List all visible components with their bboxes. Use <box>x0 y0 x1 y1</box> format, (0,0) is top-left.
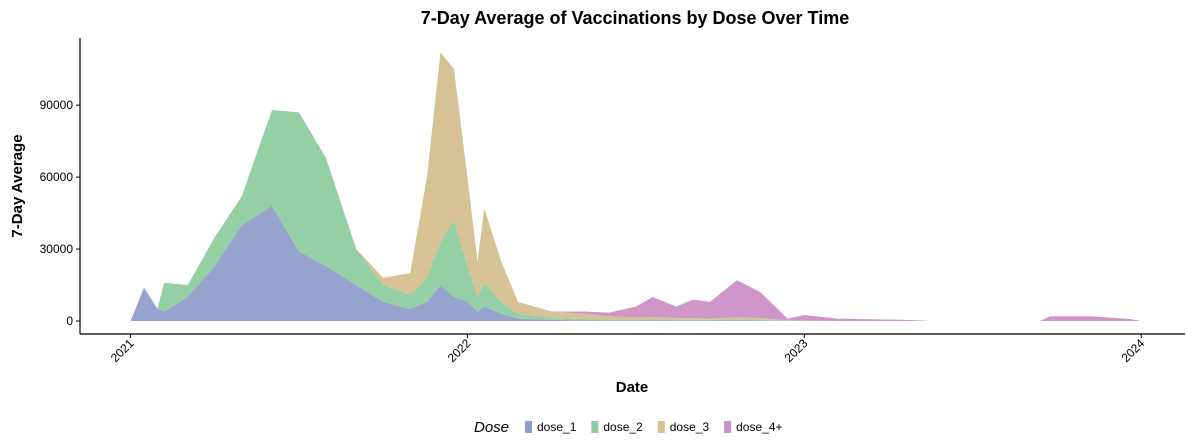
y-tick-label: 60000 <box>40 170 74 184</box>
x-axis-label: Date <box>616 379 649 396</box>
x-tick-label: 2024 <box>1119 336 1148 365</box>
y-tick-label: 0 <box>66 314 73 328</box>
area <box>130 109 1142 322</box>
legend-swatch <box>525 421 532 433</box>
legend-label: dose_1 <box>537 420 577 434</box>
x-tick-label: 2022 <box>445 336 474 365</box>
legend: Dose dose_1 dose_2 dose_3 dose_4+ <box>474 419 783 436</box>
legend-label: dose_4+ <box>736 420 782 434</box>
legend-swatch <box>724 421 732 433</box>
legend-title: Dose <box>474 419 509 436</box>
legend-label: dose_3 <box>670 420 710 434</box>
y-tick-label: 30000 <box>40 242 74 256</box>
x-tick-label: 2021 <box>108 336 137 365</box>
y-axis-label: 7-Day Average <box>9 134 26 237</box>
y-tick-label: 90000 <box>40 98 74 112</box>
legend-label: dose_2 <box>603 420 643 434</box>
legend-swatch <box>657 421 665 433</box>
x-tick-label: 2023 <box>782 336 811 365</box>
area <box>130 205 1142 322</box>
legend-swatch <box>591 421 599 433</box>
chart-title: 7-Day Average of Vaccinations by Dose Ov… <box>421 8 850 28</box>
